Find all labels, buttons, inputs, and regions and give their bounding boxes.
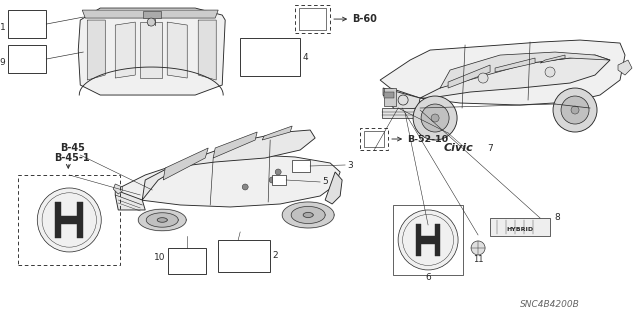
Text: 4: 4 [302, 53, 308, 62]
Circle shape [561, 96, 589, 124]
Polygon shape [83, 10, 218, 18]
Polygon shape [383, 88, 420, 110]
Circle shape [413, 96, 457, 140]
Bar [295, 5, 330, 33]
Polygon shape [78, 8, 225, 95]
Polygon shape [618, 60, 632, 75]
Bar [364, 131, 384, 147]
Polygon shape [262, 126, 292, 140]
Circle shape [398, 95, 408, 105]
Text: 10: 10 [154, 254, 165, 263]
Polygon shape [61, 216, 77, 224]
Text: 11: 11 [473, 256, 483, 264]
Text: 6: 6 [425, 273, 431, 282]
Circle shape [242, 184, 248, 190]
Polygon shape [435, 224, 440, 256]
Bar [384, 88, 396, 106]
Bar [168, 248, 206, 274]
Text: 3: 3 [347, 161, 353, 170]
Polygon shape [213, 132, 257, 158]
Text: 5: 5 [322, 177, 328, 187]
Text: 2: 2 [272, 251, 278, 260]
Polygon shape [291, 206, 325, 224]
Polygon shape [55, 202, 61, 238]
Polygon shape [157, 218, 167, 222]
Polygon shape [115, 190, 145, 210]
Circle shape [147, 18, 156, 26]
Polygon shape [421, 236, 435, 244]
Circle shape [545, 67, 555, 77]
Polygon shape [325, 172, 342, 204]
Polygon shape [115, 22, 135, 78]
Text: B-60: B-60 [352, 14, 377, 24]
Circle shape [275, 169, 281, 175]
Polygon shape [303, 212, 313, 218]
Bar [393, 205, 463, 275]
Text: 9: 9 [0, 57, 5, 67]
Polygon shape [382, 108, 420, 118]
Text: B-45: B-45 [60, 143, 84, 153]
Bar [8, 45, 46, 73]
Polygon shape [167, 22, 188, 78]
Bar [292, 160, 310, 172]
Circle shape [421, 104, 449, 132]
Text: 1: 1 [0, 23, 5, 32]
Polygon shape [495, 58, 535, 72]
Bar [272, 175, 286, 185]
Polygon shape [163, 148, 208, 180]
Polygon shape [140, 22, 162, 78]
Bar [143, 11, 161, 18]
Polygon shape [416, 224, 421, 256]
Polygon shape [448, 65, 490, 88]
Circle shape [37, 188, 101, 252]
Polygon shape [77, 202, 83, 238]
Circle shape [478, 73, 488, 83]
Bar [240, 38, 300, 76]
Bar [384, 92, 394, 98]
Polygon shape [420, 55, 610, 98]
Polygon shape [87, 20, 105, 80]
Circle shape [398, 210, 458, 270]
Bar [8, 10, 46, 38]
Text: 8: 8 [554, 213, 560, 222]
Polygon shape [147, 213, 178, 227]
Polygon shape [380, 40, 625, 105]
Polygon shape [138, 209, 186, 231]
Bar [490, 218, 550, 236]
Text: Civic: Civic [444, 143, 474, 153]
Polygon shape [282, 202, 334, 228]
Text: B-52-10: B-52-10 [407, 135, 448, 144]
Text: HYBRID: HYBRID [506, 227, 534, 233]
Polygon shape [198, 20, 216, 80]
Circle shape [571, 106, 579, 114]
Text: 7: 7 [487, 144, 493, 152]
Text: SNC4B4200B: SNC4B4200B [520, 300, 580, 309]
Polygon shape [113, 184, 122, 194]
Circle shape [553, 88, 597, 132]
Circle shape [431, 114, 439, 122]
Bar [19, 175, 120, 265]
Polygon shape [440, 52, 610, 88]
Polygon shape [115, 155, 340, 207]
Text: B-45-1: B-45-1 [54, 153, 90, 163]
Circle shape [471, 241, 485, 255]
Circle shape [269, 177, 275, 183]
Polygon shape [142, 130, 315, 200]
Polygon shape [540, 55, 565, 63]
Bar [218, 240, 270, 272]
Bar [360, 128, 388, 150]
Bar [299, 8, 326, 30]
